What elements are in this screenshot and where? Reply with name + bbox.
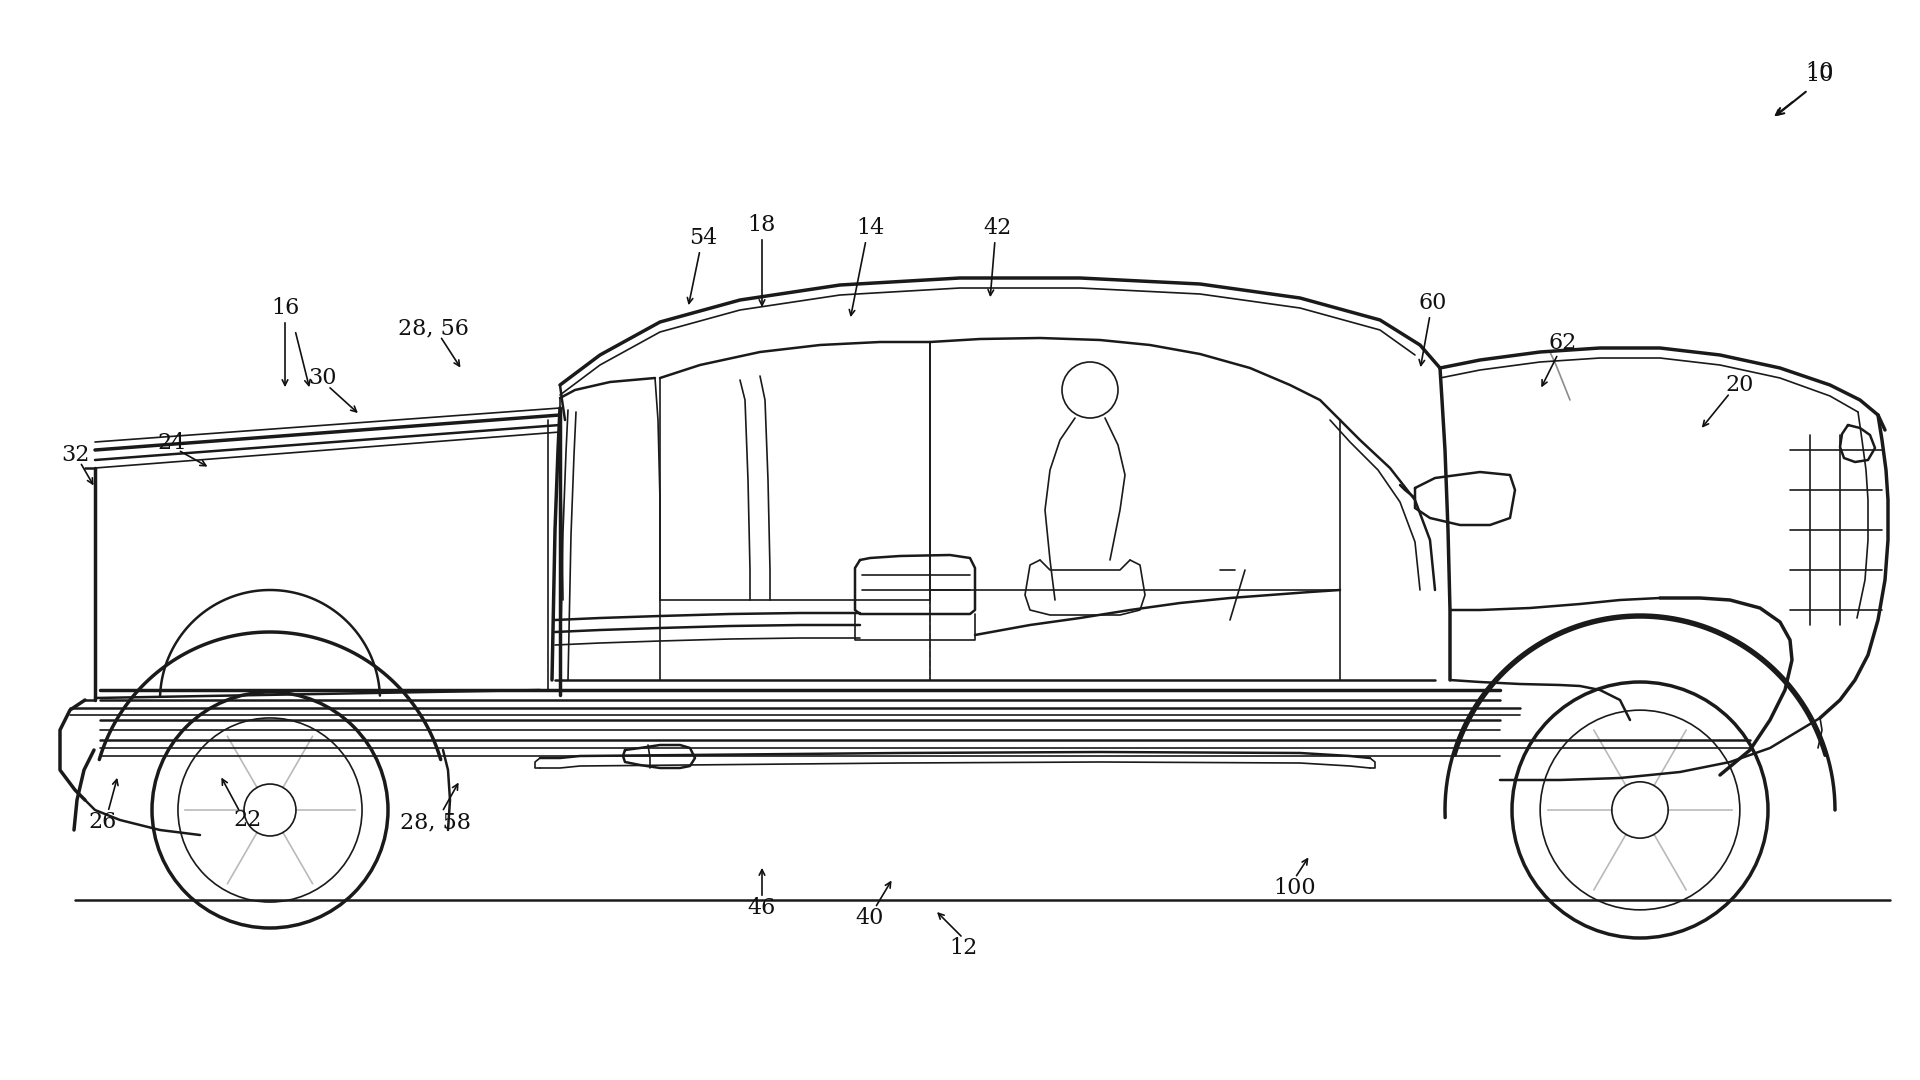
Text: 42: 42	[983, 217, 1012, 239]
Text: 10: 10	[1807, 64, 1834, 86]
Text: 24: 24	[157, 432, 186, 454]
Text: 28, 56: 28, 56	[397, 318, 468, 339]
Text: 32: 32	[61, 444, 88, 465]
Text: 12: 12	[948, 937, 977, 959]
Text: 62: 62	[1549, 332, 1576, 354]
Text: 26: 26	[88, 811, 117, 833]
Text: 46: 46	[749, 897, 776, 919]
Text: 30: 30	[307, 367, 336, 389]
Text: 28, 58: 28, 58	[399, 811, 470, 833]
Text: 16: 16	[271, 297, 300, 319]
Text: 60: 60	[1419, 292, 1448, 314]
Text: 20: 20	[1726, 374, 1755, 396]
Text: 14: 14	[856, 217, 883, 239]
Text: 10: 10	[1807, 60, 1834, 83]
Text: 40: 40	[856, 907, 885, 929]
Text: 22: 22	[234, 809, 263, 831]
Text: 100: 100	[1273, 877, 1317, 899]
Text: 18: 18	[747, 214, 776, 237]
Text: 54: 54	[689, 227, 718, 249]
